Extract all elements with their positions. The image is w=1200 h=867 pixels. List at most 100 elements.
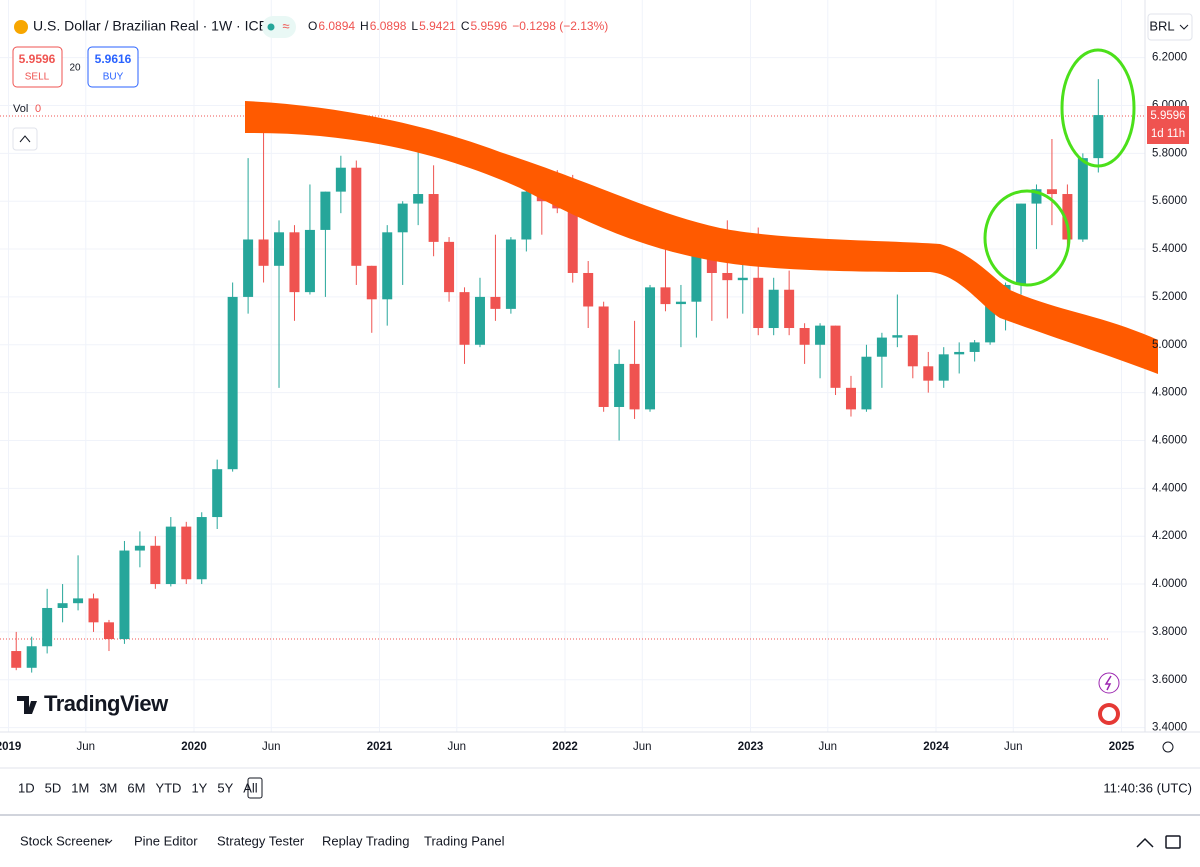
candle-body — [753, 277, 764, 329]
collapse-icon — [19, 135, 31, 143]
candle-body — [1016, 203, 1027, 285]
candle-body — [645, 287, 656, 410]
y-tick-label: 4.4000 — [1152, 482, 1187, 494]
ohlc-label: C — [461, 19, 470, 33]
ohlc-label: L — [411, 19, 418, 33]
candle-body — [474, 296, 485, 345]
sell-button[interactable] — [12, 46, 63, 88]
buy-button[interactable] — [87, 46, 139, 88]
range-button[interactable]: 6M — [127, 780, 145, 795]
ohlc-value: 5.9421 — [419, 19, 456, 33]
candle-body — [459, 292, 470, 345]
candle-body — [505, 239, 516, 309]
logo-text: TradingView — [44, 691, 169, 716]
panel-tab[interactable]: Stock Screener — [20, 833, 110, 848]
calendar-icon[interactable] — [247, 777, 263, 799]
expand-icon[interactable] — [1136, 837, 1154, 848]
candle-body — [196, 517, 207, 580]
candle-body — [26, 646, 37, 668]
price-tag — [1147, 106, 1189, 144]
bottom-tabs: Stock Screener Pine Editor Strategy Tester… — [20, 833, 505, 848]
y-tick-label: 5.4000 — [1152, 243, 1187, 255]
y-tick-label: 4.6000 — [1152, 435, 1187, 447]
grid — [0, 0, 1145, 732]
candle-body — [351, 167, 362, 266]
time-axis: 2019 Jun 2020 Jun 2021 Jun 2022 Jun 2023 Jun 2024 J… — [0, 741, 1135, 753]
logo-mark — [17, 696, 37, 714]
range-button[interactable]: YTD — [155, 780, 181, 795]
candle-body — [861, 356, 872, 410]
range-button[interactable]: 1M — [71, 780, 89, 795]
candle-body — [583, 272, 594, 307]
candle-body — [134, 545, 145, 551]
range-button[interactable]: All — [243, 780, 258, 795]
candle-body — [830, 325, 841, 388]
candle-body — [876, 337, 887, 357]
candle-body — [938, 354, 949, 381]
y-tick-label: 4.8000 — [1152, 387, 1187, 399]
candle-body — [103, 622, 114, 640]
candle-body — [1062, 194, 1073, 240]
candle-body — [954, 351, 965, 355]
tab-arrow — [105, 839, 113, 844]
panel-tab[interactable]: Replay Trading — [322, 833, 409, 848]
range-button[interactable]: 5Y — [217, 780, 233, 795]
candle-body — [181, 526, 192, 580]
currency-button[interactable] — [1147, 13, 1193, 41]
candle-body — [150, 545, 161, 585]
candle-body — [366, 265, 377, 300]
candle-body — [289, 232, 300, 293]
range-button[interactable]: 3M — [99, 780, 117, 795]
range-button[interactable]: 1Y — [191, 780, 207, 795]
candle-body — [304, 229, 315, 293]
candle-body — [320, 191, 331, 230]
candle-body — [119, 550, 130, 640]
buy-price: 5.9616 — [95, 52, 132, 66]
collapse-button[interactable] — [12, 127, 38, 151]
panel-tab[interactable]: Strategy Tester — [217, 833, 305, 848]
x-tick-label: 2021 — [367, 741, 393, 753]
candle-body — [737, 277, 748, 281]
candle-body — [784, 289, 795, 329]
range-bar: 1D 5D 1M 3M 6M YTD 1Y 5Y All — [18, 780, 258, 795]
candle-body — [243, 239, 254, 297]
candle-body — [165, 526, 176, 585]
x-tick-label: Jun — [819, 741, 838, 753]
candle-body — [490, 296, 501, 309]
symbol-title[interactable]: U.S. Dollar / Brazilian Real · 1W · ICE — [33, 18, 268, 34]
events-bolt — [1104, 675, 1112, 691]
candle-body — [335, 167, 346, 192]
range-button[interactable]: 1D — [18, 780, 35, 795]
candle-body — [567, 208, 578, 273]
candle-body — [88, 598, 99, 623]
settings-icon[interactable] — [1162, 741, 1174, 753]
x-tick-label: Jun — [262, 741, 281, 753]
spread: 20 — [69, 63, 81, 74]
y-tick-label: 5.2000 — [1152, 291, 1187, 303]
x-tick-label: 2024 — [923, 741, 949, 753]
candle-body — [212, 469, 223, 518]
candle-body — [923, 366, 934, 381]
countdown: 1d 11h — [1151, 128, 1185, 140]
range-button[interactable]: 5D — [45, 780, 62, 795]
panel-tab[interactable]: Pine Editor — [134, 833, 198, 848]
candle-body — [11, 651, 22, 668]
panel-tab[interactable]: Trading Panel — [424, 833, 505, 848]
candle-body — [227, 296, 238, 470]
ohlc-label: H — [360, 19, 369, 33]
candle-body — [907, 335, 918, 367]
maximize-icon[interactable] — [1165, 835, 1181, 849]
market-status[interactable] — [262, 16, 296, 38]
candle-body — [845, 387, 856, 410]
status-icon: ≈ — [282, 18, 289, 33]
candle-body — [444, 241, 455, 293]
x-tick-label: 2022 — [552, 741, 578, 753]
y-tick-label: 5.0000 — [1152, 339, 1187, 351]
candle-body — [521, 191, 532, 240]
events-icon[interactable] — [1098, 672, 1120, 694]
buy-label: BUY — [103, 72, 124, 83]
candle-body — [815, 325, 826, 345]
y-tick-label: 6.2000 — [1152, 52, 1187, 64]
ohlc-value: 6.0898 — [370, 19, 407, 33]
y-tick-label: 4.0000 — [1152, 578, 1187, 590]
